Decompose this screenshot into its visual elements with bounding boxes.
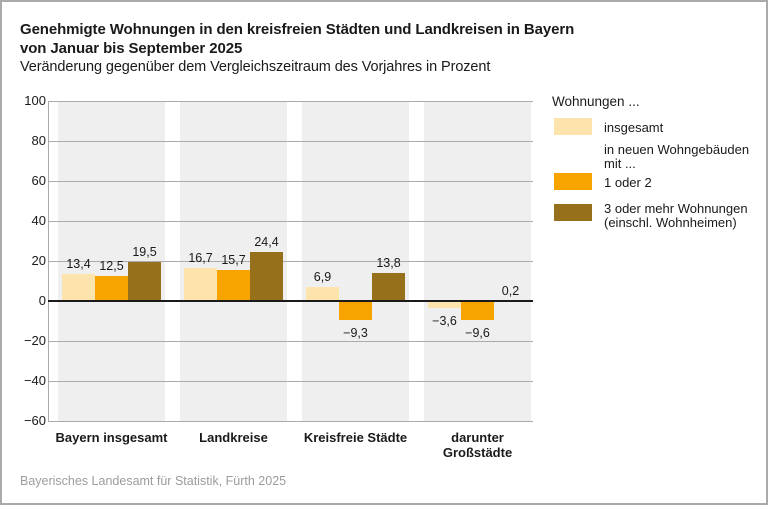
bar-value-label: 13,8 xyxy=(376,256,401,271)
gridline xyxy=(48,421,533,422)
legend-note: in neuen Wohngebäuden mit ... xyxy=(604,142,750,171)
bar-value-label: 15,7 xyxy=(221,252,246,267)
bar-value-label: −9,6 xyxy=(465,326,490,341)
bar-value-label: −9,3 xyxy=(343,325,368,340)
bar-1-oder-2 xyxy=(95,276,128,301)
legend-label-3-oder-mehr: 3 oder mehr Wohnungen (einschl. Wohnheim… xyxy=(604,201,748,230)
gridline xyxy=(48,181,533,182)
category-label-line: Bayern insgesamt xyxy=(55,430,168,445)
category-label-line: darunter xyxy=(451,430,504,445)
zero-baseline xyxy=(48,300,533,302)
bar-insgesamt xyxy=(428,301,461,309)
bar-chart-plot-area: 13,4 16,7 6,9 −3,6 12,5 15,7 −9,3 −9,6 19,5 24,4 1… xyxy=(48,101,533,422)
y-axis-line xyxy=(48,101,49,421)
y-tick-label: 0 xyxy=(38,293,46,308)
chart-title-line2: von Januar bis September 2025 xyxy=(20,40,243,57)
y-tick-label: 20 xyxy=(31,253,46,268)
y-tick-label: −20 xyxy=(23,333,46,348)
source-note: Bayerisches Landesamt für Statistik, Für… xyxy=(20,474,287,488)
chart-subtitle: Veränderung gegenüber dem Vergleichszeit… xyxy=(20,59,491,75)
gridline xyxy=(48,101,533,102)
category-label: Bayern insgesamt xyxy=(56,430,168,445)
bar-3-oder-mehr-wohnungen-(einschl.-wohnheimen) xyxy=(250,252,283,301)
bar-3-oder-mehr-wohnungen-(einschl.-wohnheimen) xyxy=(128,262,161,301)
bar-3-oder-mehr-wohnungen-(einschl.-wohnheimen) xyxy=(372,273,405,301)
legend-swatch-3-oder-mehr xyxy=(554,204,592,221)
category-label-line: Landkreise xyxy=(199,430,268,445)
bar-value-label: 0,2 xyxy=(501,283,520,298)
gridline xyxy=(48,221,533,222)
y-tick-label: −60 xyxy=(23,413,46,428)
gridline xyxy=(48,261,533,262)
bar-value-label: −3,6 xyxy=(432,314,457,329)
y-tick-label: 40 xyxy=(31,213,46,228)
category-label-line: Großstädte xyxy=(442,445,513,460)
category-label: Landkreise xyxy=(199,430,268,445)
legend-swatch-1-oder-2 xyxy=(554,173,592,190)
category-label: darunter Großstädte xyxy=(443,430,512,460)
y-tick-label: 60 xyxy=(31,173,46,188)
legend-swatch-insgesamt xyxy=(554,118,592,135)
y-tick-label: −40 xyxy=(23,373,46,388)
bar-value-label: 19,5 xyxy=(132,245,157,259)
gridline xyxy=(48,381,533,382)
bar-1-oder-2 xyxy=(339,301,372,320)
y-tick-label: 80 xyxy=(31,133,46,148)
gridline xyxy=(48,141,533,142)
bar-value-label: 12,5 xyxy=(99,259,124,273)
y-tick-label: 100 xyxy=(24,93,46,108)
bar-1-oder-2 xyxy=(461,301,494,321)
category-label: Kreisfreie Städte xyxy=(304,430,407,445)
legend-title: Wohnungen ... xyxy=(552,94,640,109)
bar-insgesamt xyxy=(62,274,95,301)
bar-value-label: 13,4 xyxy=(66,257,91,272)
gridline xyxy=(48,341,533,342)
bar-insgesamt xyxy=(306,287,339,301)
bar-value-label: 16,7 xyxy=(188,250,213,265)
chart-title-line1: Genehmigte Wohnungen in den kreisfreien … xyxy=(20,21,575,38)
bar-insgesamt xyxy=(184,267,217,301)
y-axis-labels: 100 80 60 40 20 0 −20 −40 −60 xyxy=(2,93,46,428)
legend-label-insgesamt: insgesamt xyxy=(604,120,664,135)
bar-value-label: 6,9 xyxy=(313,270,332,285)
category-label-line: Kreisfreie Städte xyxy=(303,430,408,445)
legend-label-1-oder-2: 1 oder 2 xyxy=(604,175,652,190)
bar-1-oder-2 xyxy=(217,269,250,301)
bar-value-label: 24,4 xyxy=(254,235,279,250)
